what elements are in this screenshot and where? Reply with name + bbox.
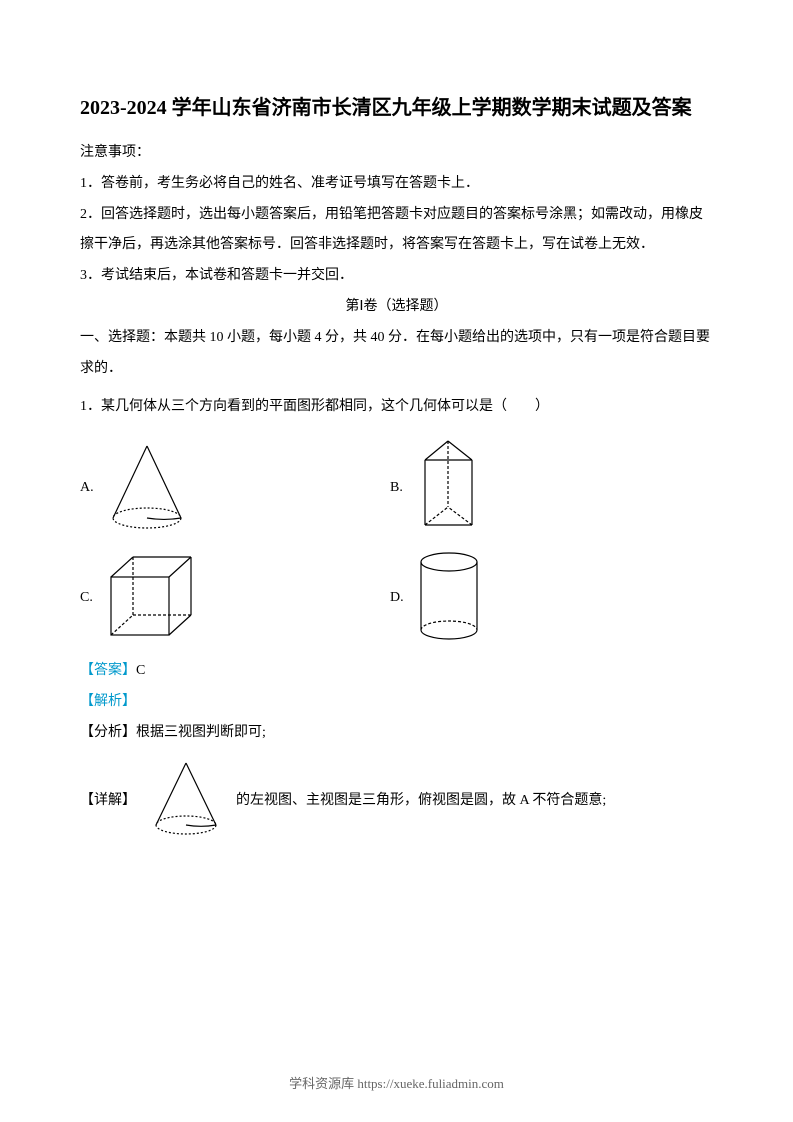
cylinder-icon: [412, 548, 487, 648]
analysis-label-line: 【解析】: [80, 687, 713, 718]
option-B: B.: [390, 435, 486, 540]
options-row-1: A. B.: [80, 435, 713, 540]
detail-label: 【详解】: [80, 789, 136, 809]
notice-item-3: 3．考试结束后，本试卷和答题卡一并交回．: [80, 261, 713, 292]
option-B-label: B.: [390, 480, 403, 496]
option-A: A.: [80, 440, 390, 535]
triangular-prism-icon: [411, 435, 486, 540]
option-C: C.: [80, 551, 390, 646]
answer-value: C: [136, 663, 145, 678]
notice-item-2: 2．回答选择题时，选出每小题答案后，用铅笔把答题卡对应题目的答案标号涂黑；如需改…: [80, 200, 713, 262]
notice-header: 注意事项：: [80, 138, 713, 169]
option-D: D.: [390, 548, 487, 648]
options-row-2: C. D.: [80, 548, 713, 648]
page-title: 2023-2024 学年山东省济南市长清区九年级上学期数学期末试题及答案: [80, 90, 713, 126]
detail-text: 的左视图、主视图是三角形，俯视图是圆，故 A 不符合题意;: [236, 789, 606, 809]
option-C-label: C.: [80, 590, 93, 606]
cone-icon: [102, 440, 192, 535]
detail-row: 【详解】 的左视图、主视图是三角形，俯视图是圆，故 A 不符合题意;: [80, 757, 713, 842]
footer-text: 学科资源库 https://xueke.fuliadmin.com: [0, 1073, 793, 1092]
option-D-label: D.: [390, 590, 404, 606]
cone-small-icon: [146, 757, 226, 842]
question-1-text: 1．某几何体从三个方向看到的平面图形都相同，这个几何体可以是（ ）: [80, 392, 713, 423]
section-intro: 一、选择题：本题共 10 小题，每小题 4 分，共 40 分．在每小题给出的选项…: [80, 323, 713, 385]
analysis-label: 【解析】: [80, 694, 136, 709]
answer-line: 【答案】C: [80, 656, 713, 687]
option-A-label: A.: [80, 480, 94, 496]
notice-item-1: 1．答卷前，考生务必将自己的姓名、准考证号填写在答题卡上．: [80, 169, 713, 200]
section-title: 第Ⅰ卷（选择题）: [80, 292, 713, 323]
analysis-text: 【分析】根据三视图判断即可;: [80, 718, 713, 749]
answer-label: 【答案】: [80, 663, 136, 678]
cube-icon: [101, 551, 201, 646]
